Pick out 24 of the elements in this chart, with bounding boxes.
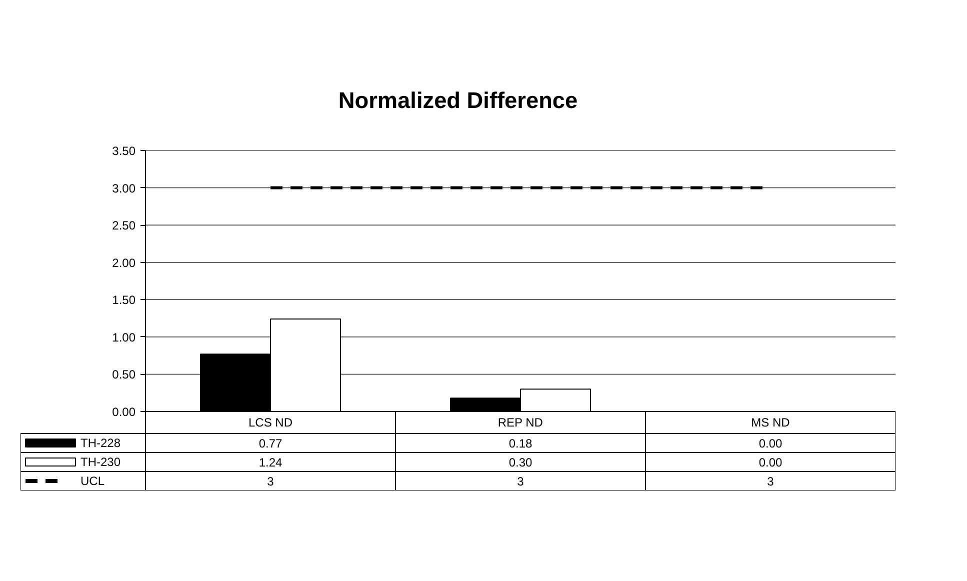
data-label: 3 [517, 474, 524, 488]
data-label: 0.00 [758, 456, 783, 470]
y-tick-label: 2.50 [112, 218, 136, 233]
y-tick-label: 0.50 [112, 368, 136, 382]
y-tick-label: 1.00 [112, 330, 136, 344]
data-label: 3 [267, 474, 274, 488]
data-label: 3 [767, 474, 774, 488]
data-label: 0.77 [258, 436, 283, 450]
x-tick-label: MS ND [751, 416, 790, 430]
legend-label: TH-228 [80, 436, 121, 450]
y-tick-label: 0.00 [112, 405, 136, 419]
data-label: 0.00 [758, 436, 783, 450]
data-label: 0.30 [508, 456, 533, 470]
data-label: 1.24 [258, 456, 283, 470]
y-tick-label: 2.00 [112, 256, 136, 270]
x-tick-label: LCS ND [248, 416, 293, 430]
y-tick-label: 3.00 [112, 181, 136, 196]
x-tick-label: REP ND [498, 416, 544, 430]
y-tick-label: 3.50 [112, 144, 136, 158]
legend-label: TH-230 [80, 455, 121, 469]
legend-label: UCL [80, 474, 105, 488]
data-label: 0.18 [508, 436, 533, 450]
chart-title: Normalized Difference [338, 87, 578, 113]
y-tick-label: 1.50 [112, 293, 136, 308]
